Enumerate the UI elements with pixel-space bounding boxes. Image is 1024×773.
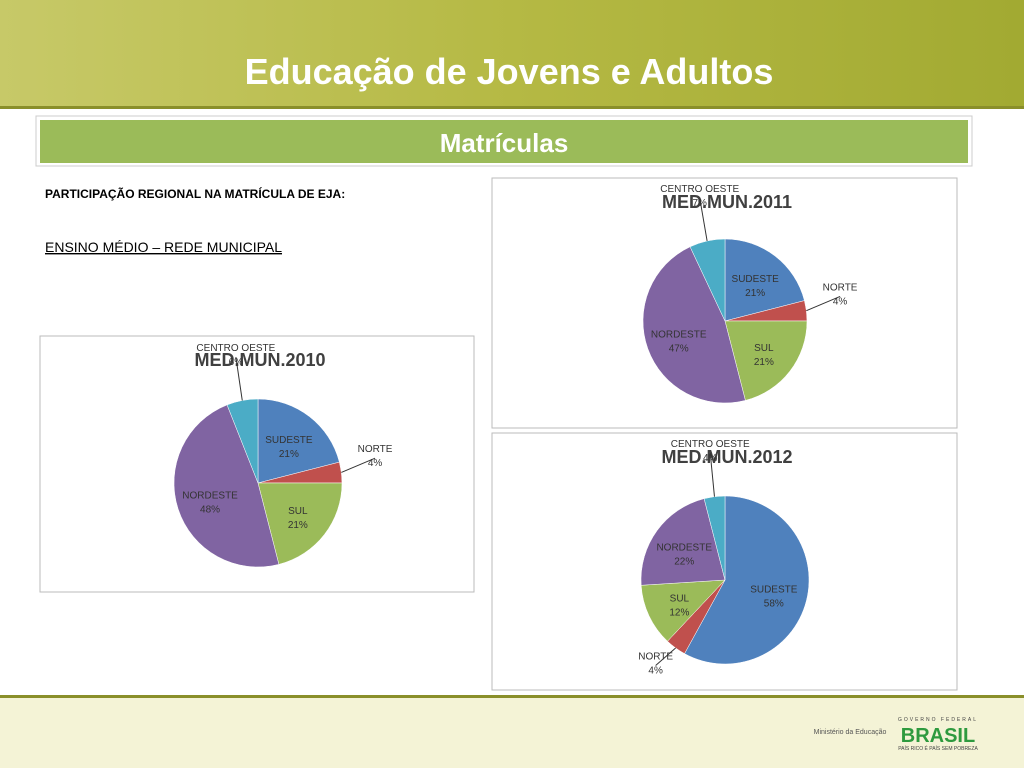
leader-line bbox=[655, 647, 676, 666]
slice-category: SUL bbox=[754, 343, 774, 354]
slice-category: NORTE bbox=[638, 651, 673, 662]
chart-title: MED.MUN.2011 bbox=[662, 192, 792, 212]
slice-value-label: 12% bbox=[669, 607, 689, 618]
pie-slice bbox=[257, 398, 340, 484]
slice-value-label: 48% bbox=[200, 505, 220, 516]
slice-value-label: 4% bbox=[368, 458, 383, 469]
pie-slice bbox=[684, 495, 810, 665]
slice-value-label: 21% bbox=[279, 449, 299, 460]
pie-slice bbox=[642, 246, 746, 404]
footer-band bbox=[0, 697, 1024, 768]
header-band bbox=[0, 0, 1024, 108]
slice-category: NORTE bbox=[358, 444, 393, 455]
leader-line bbox=[341, 457, 376, 473]
slice-value-label: 22% bbox=[674, 556, 694, 567]
slice-category: CENTRO OESTE bbox=[671, 439, 750, 450]
slice-category: SUDESTE bbox=[732, 274, 780, 285]
slice-category: SUDESTE bbox=[750, 585, 798, 596]
brand: BRASIL bbox=[901, 725, 975, 747]
subheading: ENSINO MÉDIO – REDE MUNICIPAL bbox=[45, 239, 282, 255]
heading: PARTICIPAÇÃO REGIONAL NA MATRÍCULA DE EJ… bbox=[45, 186, 345, 201]
leader-line bbox=[806, 296, 841, 312]
header-rule bbox=[0, 106, 1024, 109]
leader-line bbox=[709, 452, 715, 497]
slice-value-label: 4% bbox=[833, 296, 848, 307]
government: GOVERNO FEDERAL bbox=[898, 717, 978, 723]
subtitle-bar bbox=[40, 120, 968, 163]
slice-category: SUL bbox=[670, 593, 690, 604]
pie-slice bbox=[173, 404, 280, 568]
slice-category: CENTRO OESTE bbox=[660, 184, 739, 195]
slice-value-label: 21% bbox=[754, 357, 774, 368]
pie-slice bbox=[689, 238, 726, 322]
slice-value-label: 4% bbox=[703, 453, 718, 464]
footer-rule bbox=[0, 695, 1024, 698]
pie-slice bbox=[640, 498, 726, 586]
slice-category: NORDESTE bbox=[656, 542, 712, 553]
pie-slice bbox=[724, 320, 808, 401]
pie-slice bbox=[640, 579, 726, 642]
slice-value-label: 7% bbox=[692, 198, 707, 209]
slice-value-label: 4% bbox=[648, 665, 663, 676]
pie-slice bbox=[226, 398, 259, 484]
slice-category: SUDESTE bbox=[265, 435, 313, 446]
chart-title: MED.MUN.2010 bbox=[194, 350, 325, 370]
slice-value-label: 21% bbox=[288, 520, 308, 531]
slice-category: NORDESTE bbox=[651, 330, 707, 341]
motto: PAÍS RICO É PAÍS SEM POBREZA bbox=[898, 745, 978, 752]
pie-slice bbox=[724, 238, 805, 322]
leader-line bbox=[699, 197, 708, 242]
slice-value-label: 47% bbox=[669, 344, 689, 355]
leader-line bbox=[235, 357, 243, 401]
slice-category: NORTE bbox=[823, 282, 858, 293]
slice-value-label: 6% bbox=[229, 357, 244, 368]
subtitle: Matrículas bbox=[440, 128, 569, 158]
slice-value-label: 21% bbox=[745, 288, 765, 299]
chart-title: MED.MUN.2012 bbox=[661, 447, 792, 467]
slice-category: CENTRO OESTE bbox=[196, 343, 275, 354]
slide-title: Educação de Jovens e Adultos bbox=[245, 51, 774, 92]
slice-category: NORDESTE bbox=[182, 491, 238, 502]
ministry: Ministério da Educação bbox=[814, 729, 887, 736]
pie-slice bbox=[257, 482, 343, 565]
slice-category: SUL bbox=[288, 506, 308, 517]
slice-value-label: 58% bbox=[764, 599, 784, 610]
